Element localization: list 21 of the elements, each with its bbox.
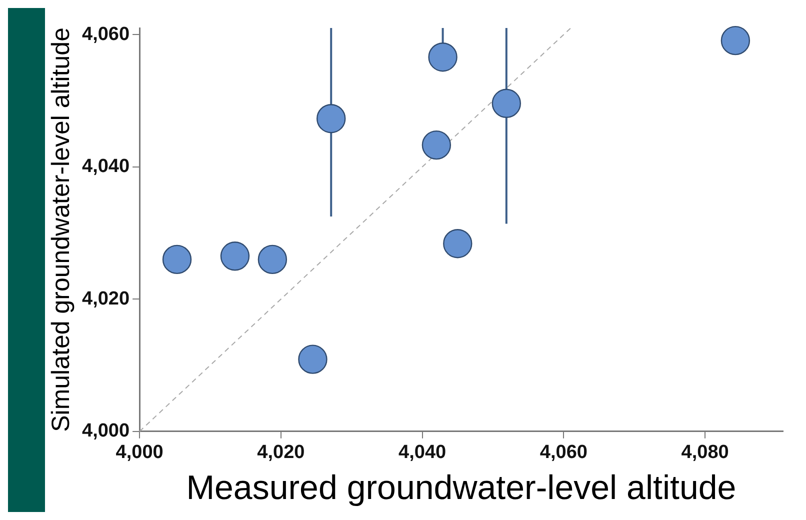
y-axis-title: Simulated groundwater-level altitude <box>46 27 75 432</box>
point <box>298 344 328 374</box>
y-tick-label: 4,000 <box>82 420 130 442</box>
x-tick-label: 4,060 <box>540 442 588 464</box>
y-tick-label: 4,060 <box>82 24 130 45</box>
x-tick-label: 4,020 <box>257 442 305 464</box>
point <box>720 26 750 56</box>
x-tick-label: 4,080 <box>681 442 729 464</box>
x-tick-label: 4,000 <box>116 442 164 464</box>
y-tick-label: 4,020 <box>82 288 130 310</box>
point <box>492 88 522 118</box>
point <box>220 242 250 271</box>
y-tick-label: 4,040 <box>82 156 130 178</box>
point <box>258 244 288 274</box>
point <box>422 130 452 160</box>
x-tick-label: 4,040 <box>398 442 446 464</box>
point <box>316 104 346 134</box>
point <box>443 228 472 258</box>
x-axis-title: Measured groundwater-level altitude <box>186 468 736 507</box>
point <box>162 244 192 274</box>
point <box>428 42 458 72</box>
